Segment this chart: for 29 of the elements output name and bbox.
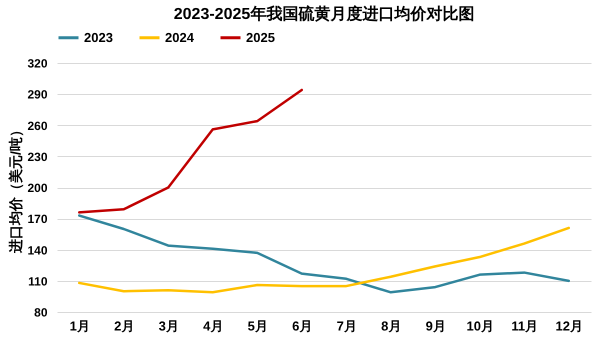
x-tick-label: 7月	[336, 318, 357, 334]
x-tick-label: 2月	[114, 318, 134, 334]
x-tick-label: 11月	[511, 318, 538, 334]
x-tick-label: 4月	[203, 318, 224, 334]
chart-title: 2023-2025年我国硫黄月度进口均价对比图	[174, 4, 474, 23]
y-tick-label: 230	[27, 150, 48, 164]
y-tick-label: 110	[28, 274, 48, 288]
x-tick-label: 1月	[70, 318, 90, 334]
y-tick-label: 260	[27, 118, 48, 133]
x-tick-label: 12月	[556, 318, 583, 334]
x-tick-label: 5月	[248, 318, 268, 334]
legend-label: 2024	[165, 30, 195, 45]
y-tick-label: 320	[27, 56, 48, 70]
line-series	[78, 226, 570, 294]
x-tick-label: 9月	[426, 318, 446, 334]
x-tick-label: 10月	[466, 318, 494, 334]
y-axis-title: 进口均价（美元/吨）	[7, 123, 24, 254]
x-tick-label: 6月	[292, 318, 312, 334]
x-tick-label: 3月	[158, 318, 179, 334]
y-tick-label: 200	[27, 181, 48, 195]
legend-label: 2023	[84, 30, 113, 45]
y-tick-label: 170	[27, 212, 48, 226]
y-tick-label: 140	[27, 243, 48, 258]
x-tick-label: 8月	[381, 318, 402, 334]
legend-label: 2025	[246, 30, 275, 45]
line-series	[78, 214, 570, 294]
line-series	[78, 88, 303, 214]
y-tick-label: 80	[34, 306, 48, 320]
y-tick-label: 290	[27, 88, 48, 102]
